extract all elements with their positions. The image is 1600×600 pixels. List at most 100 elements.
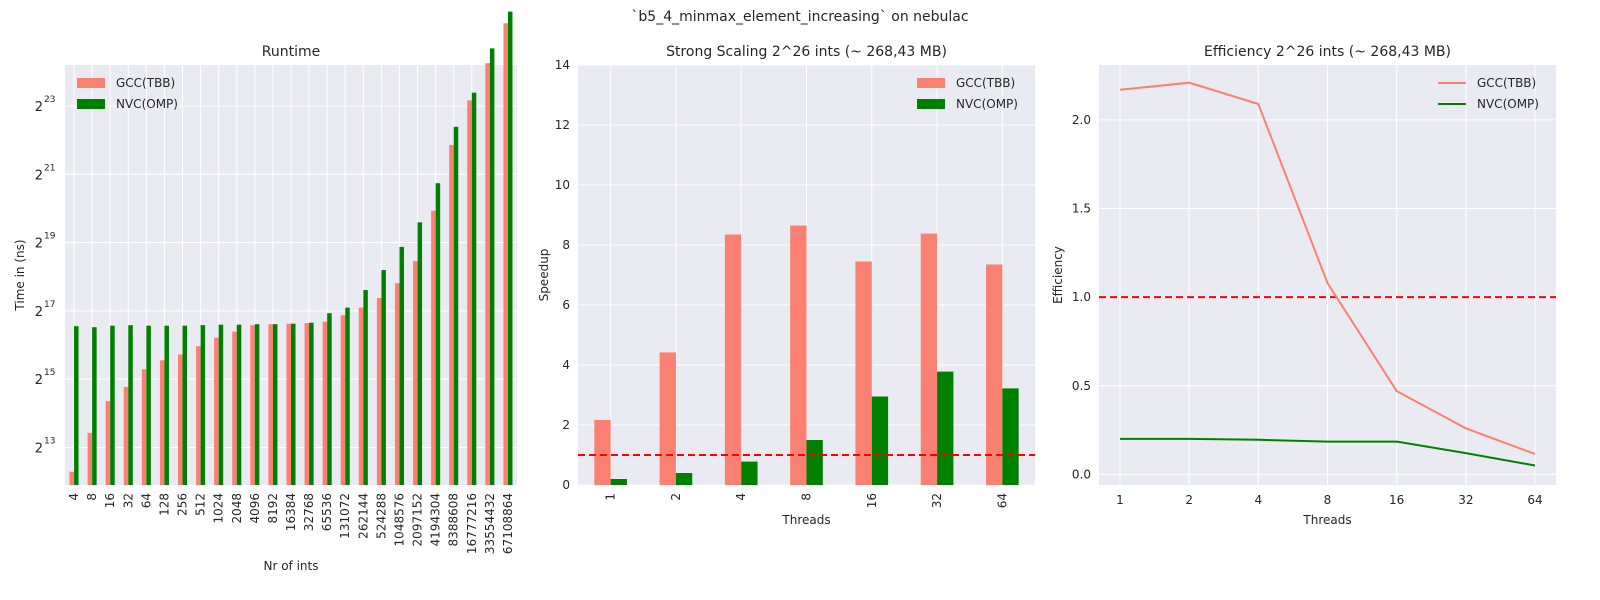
- y-tick-label-1-1: 2: [562, 418, 570, 432]
- x-tick-label-0-9: 2048: [230, 493, 244, 524]
- legend-swatch-1-0: [917, 78, 945, 88]
- y-tick-base-0-2: 2: [35, 305, 43, 320]
- y-tick-label-1-0: 0: [562, 478, 570, 492]
- legend-label-1-1: NVC(OMP): [956, 97, 1018, 111]
- legend-swatch-1-1: [917, 99, 945, 109]
- line-series-2-1: [1120, 437, 1536, 467]
- bar-0-1-15: [345, 307, 350, 485]
- bar-1-0-2: [724, 234, 742, 485]
- bar-0-1-0: [74, 326, 79, 485]
- x-tick-label-1-0: 1: [604, 493, 618, 501]
- bar-0-1-12: [291, 323, 296, 485]
- axes-title-1: Strong Scaling 2^26 ints (~ 268,43 MB): [666, 44, 947, 60]
- x-tick-label-0-16: 262144: [356, 493, 370, 539]
- y-tick-exponent-0-1: 15: [44, 368, 55, 378]
- line-series-2-0: [1119, 81, 1536, 455]
- bar-0-1-14: [327, 313, 332, 485]
- x-tick-label-2-1: 2: [1185, 493, 1193, 507]
- x-tick-label-2-6: 64: [1527, 493, 1542, 507]
- bar-0-1-6: [182, 325, 188, 485]
- x-tick-label-0-18: 1048576: [392, 493, 406, 546]
- bar-0-0-6: [178, 354, 183, 485]
- bar-0-0-3: [123, 386, 129, 485]
- x-tick-label-1-4: 16: [865, 493, 879, 508]
- bar-0-0-15: [340, 315, 346, 485]
- x-tick-label-0-12: 16384: [284, 493, 298, 531]
- bar-0-1-22: [471, 92, 477, 485]
- y-tick-exponent-0-0: 13: [44, 436, 55, 446]
- bar-0-0-19: [413, 261, 418, 485]
- x-tick-label-1-3: 8: [800, 493, 814, 501]
- bar-0-1-1: [92, 327, 97, 485]
- x-axis-label-2: Threads: [1302, 513, 1351, 527]
- bar-0-1-7: [200, 325, 206, 485]
- y-tick-base-0-1: 2: [35, 373, 43, 388]
- axes-title-2: Efficiency 2^26 ints (~ 268,43 MB): [1204, 44, 1451, 60]
- x-tick-label-0-7: 512: [194, 493, 208, 516]
- bar-0-1-13: [309, 322, 314, 485]
- bar-1-0-4: [855, 261, 872, 485]
- y-tick-label-2-0: 0.0: [1072, 467, 1091, 481]
- legend-label-0-1: NVC(OMP): [116, 97, 178, 111]
- bar-0-0-7: [196, 346, 201, 485]
- bar-1-0-0: [594, 419, 611, 485]
- bar-0-0-16: [358, 307, 364, 485]
- bar-1-0-6: [986, 264, 1003, 485]
- y-tick-label-2-4: 2.0: [1072, 113, 1091, 127]
- y-tick-base-0-5: 2: [35, 100, 43, 115]
- bar-0-1-18: [399, 246, 404, 485]
- x-axis-label-0: Nr of ints: [263, 559, 318, 573]
- bar-0-0-0: [69, 471, 75, 485]
- bar-0-1-11: [272, 324, 278, 485]
- x-tick-label-0-24: 67108864: [501, 493, 515, 554]
- bar-0-0-10: [250, 325, 255, 485]
- x-tick-label-2-0: 1: [1116, 493, 1124, 507]
- bar-1-1-1: [675, 473, 693, 485]
- y-tick-base-0-4: 2: [35, 168, 43, 183]
- y-tick-label-1-5: 10: [555, 178, 570, 192]
- bar-0-0-8: [214, 337, 219, 485]
- figure-title: `b5_4_minmax_element_increasing` on nebu…: [631, 9, 969, 25]
- y-tick-exponent-0-5: 23: [44, 95, 55, 105]
- x-tick-label-2-5: 32: [1458, 493, 1473, 507]
- x-tick-label-2-3: 8: [1324, 493, 1332, 507]
- x-tick-label-0-14: 65536: [320, 493, 334, 531]
- bar-0-1-19: [417, 222, 423, 485]
- x-tick-label-1-2: 4: [734, 493, 748, 501]
- bar-0-0-18: [394, 283, 400, 485]
- x-tick-label-1-5: 32: [930, 493, 944, 508]
- axes-title-0: Runtime: [262, 44, 320, 60]
- x-tick-label-0-1: 8: [85, 493, 99, 501]
- x-tick-label-0-23: 33554432: [483, 493, 497, 554]
- bar-0-1-20: [435, 183, 441, 485]
- bar-0-0-11: [268, 324, 273, 485]
- y-tick-label-1-4: 8: [562, 238, 570, 252]
- bar-0-0-14: [322, 321, 328, 485]
- y-tick-base-0-0: 2: [35, 441, 43, 456]
- bar-0-0-4: [141, 369, 147, 485]
- x-tick-label-0-13: 32768: [302, 493, 316, 531]
- x-tick-label-0-0: 4: [67, 493, 81, 501]
- bar-0-0-13: [304, 323, 310, 485]
- bar-0-1-4: [146, 325, 151, 485]
- bar-0-1-16: [363, 290, 368, 485]
- bar-0-1-2: [110, 325, 115, 485]
- bar-0-0-24: [503, 23, 508, 485]
- bar-0-1-10: [254, 324, 260, 485]
- legend-label-1-0: GCC(TBB): [956, 76, 1015, 90]
- bar-0-1-8: [218, 324, 224, 485]
- bar-0-0-23: [485, 63, 490, 486]
- bar-1-0-3: [790, 225, 807, 485]
- x-tick-label-0-6: 256: [176, 493, 190, 516]
- y-tick-label-1-3: 6: [562, 298, 570, 312]
- y-axis-label-0: Time in (ns): [13, 239, 27, 311]
- bar-1-0-1: [659, 352, 676, 485]
- y-tick-label-1-6: 12: [555, 118, 570, 132]
- y-tick-exponent-0-4: 21: [44, 163, 55, 173]
- x-tick-label-0-20: 4194304: [429, 493, 443, 546]
- bar-0-0-5: [159, 360, 165, 485]
- x-tick-label-0-4: 64: [139, 493, 153, 508]
- bar-0-0-21: [449, 144, 454, 486]
